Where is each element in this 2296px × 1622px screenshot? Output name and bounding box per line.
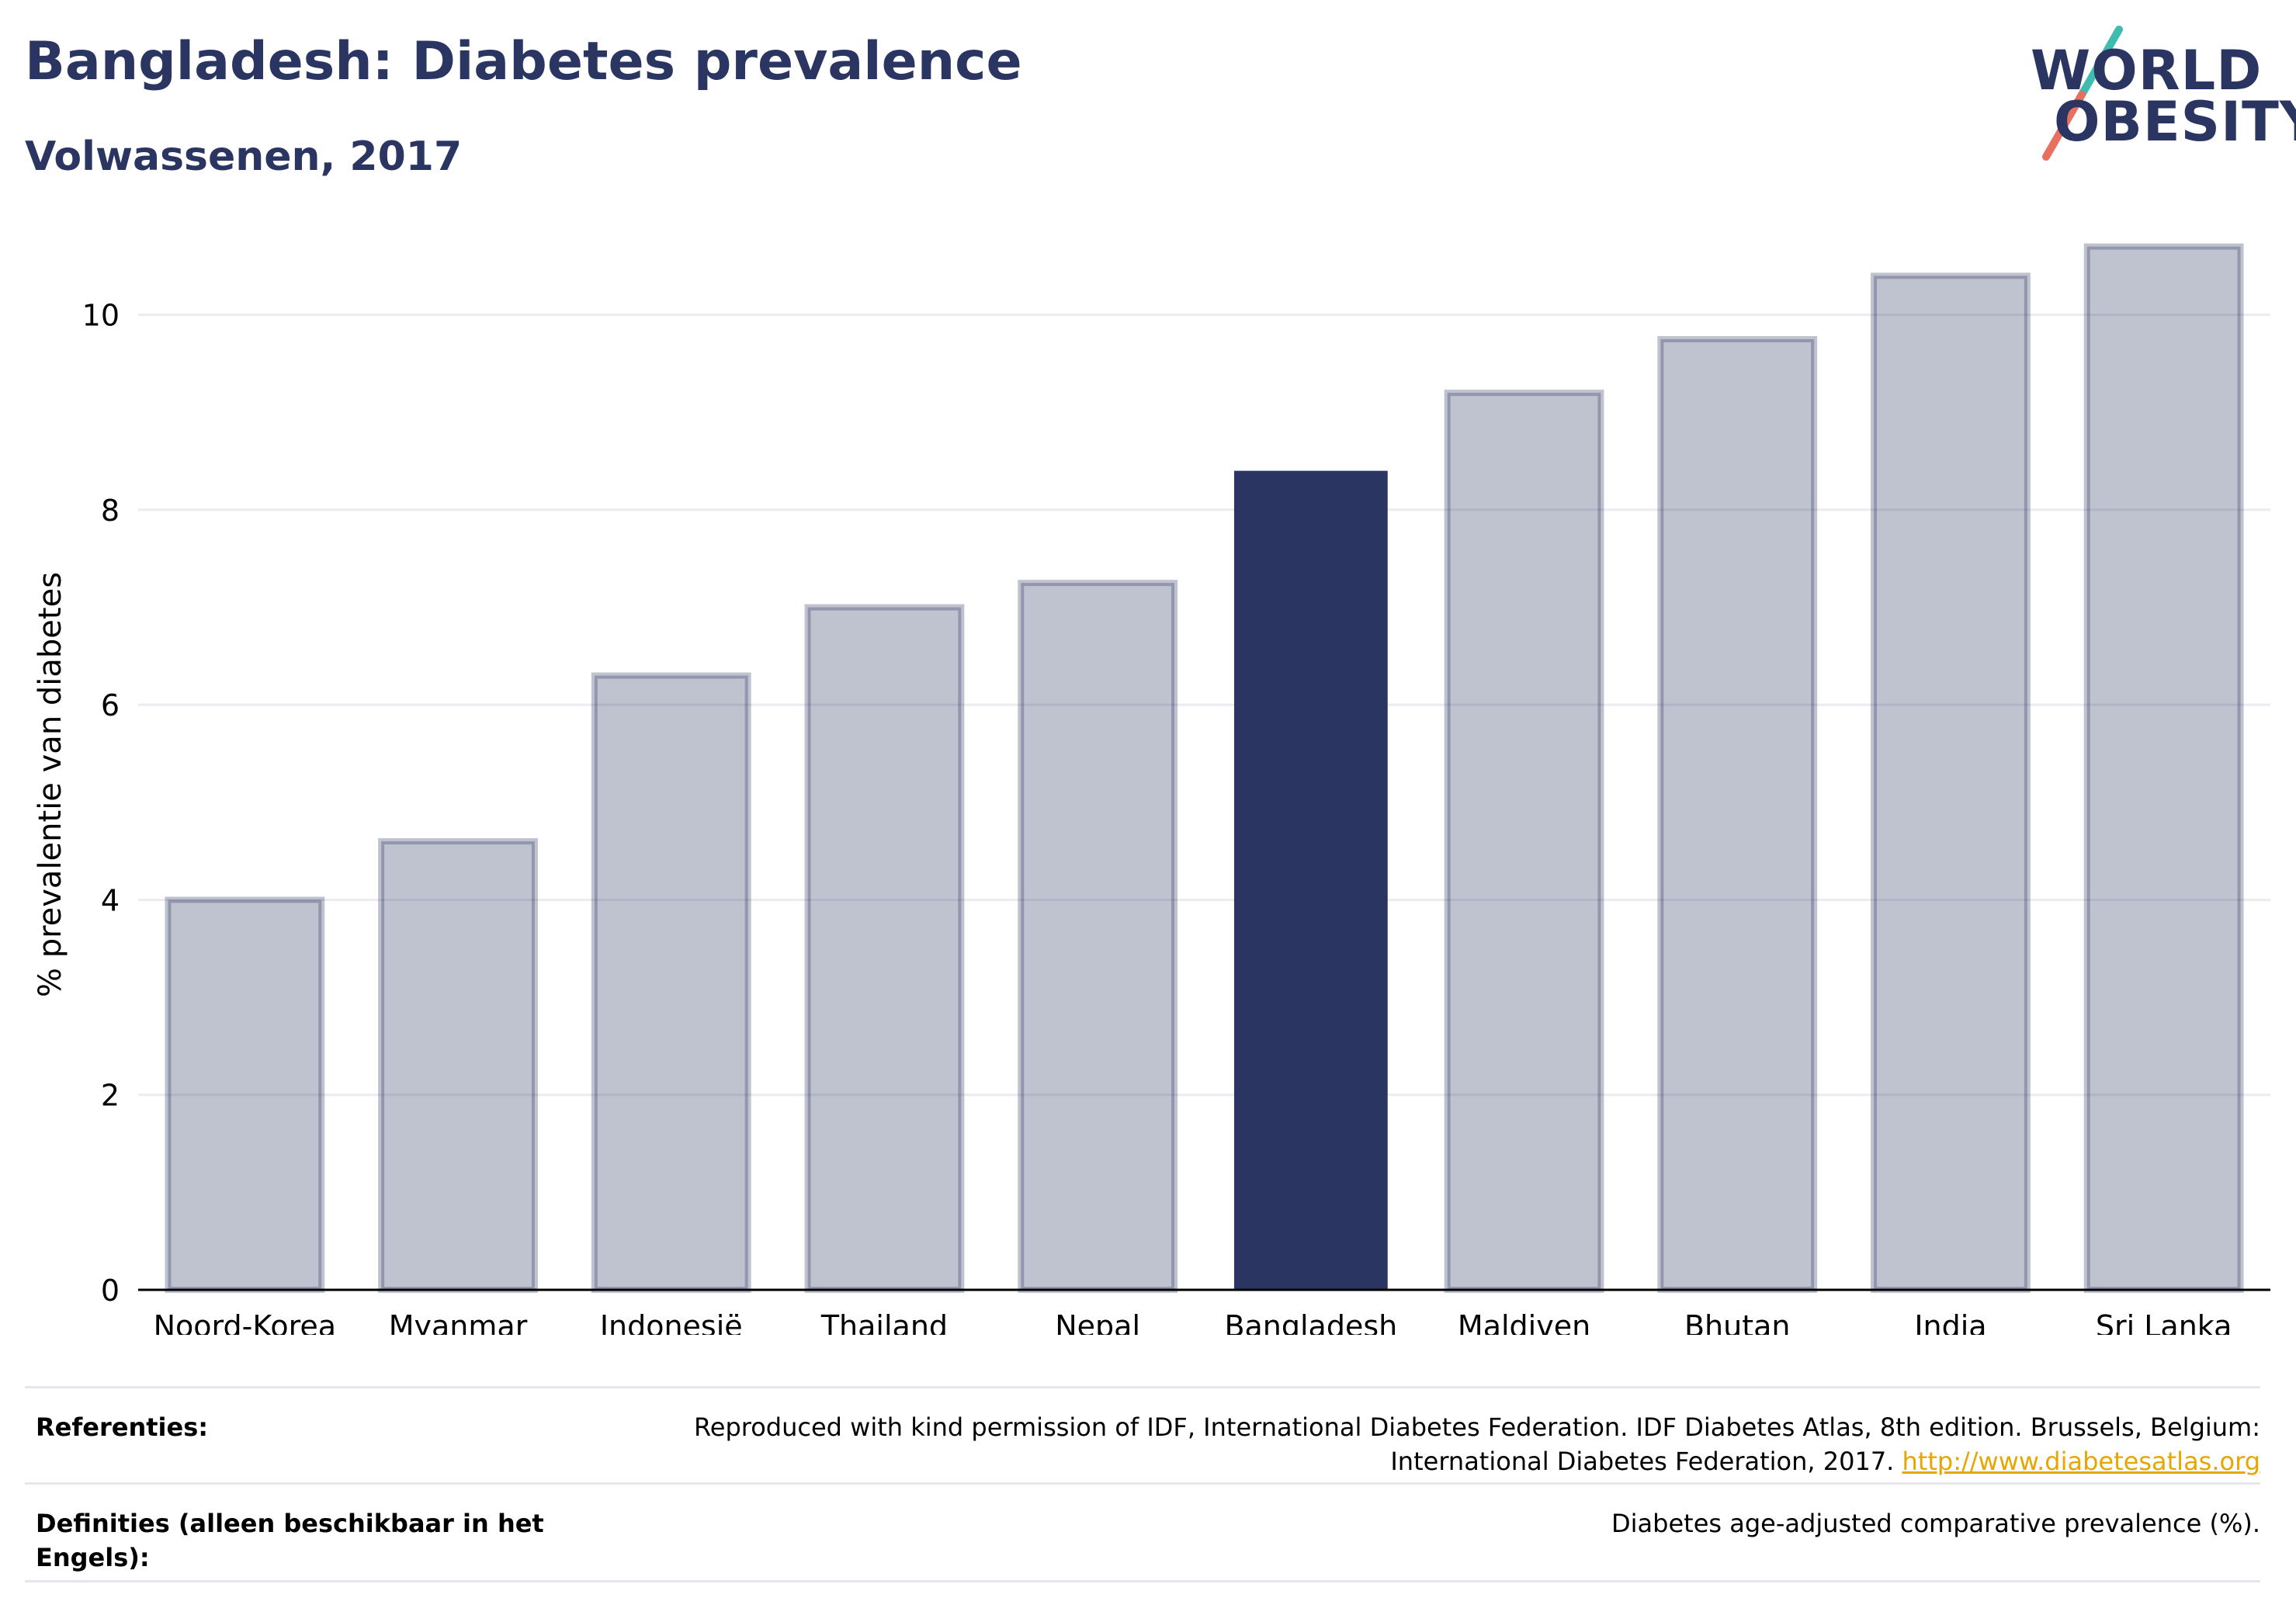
logo-line-2: OBESITY bbox=[2054, 90, 2296, 154]
definitions-label: Definities (alleen beschikbaar in het En… bbox=[36, 1509, 544, 1572]
y-tick-label: 10 bbox=[82, 299, 120, 333]
logo-line-1: WORLD bbox=[2031, 39, 2263, 102]
x-tick-label: Indonesië bbox=[600, 1309, 743, 1335]
y-tick-label: 0 bbox=[101, 1274, 120, 1308]
definitions-row: Definities (alleen beschikbaar in het En… bbox=[25, 1482, 2260, 1581]
bar-maldiven bbox=[1444, 390, 1604, 1293]
world-obesity-logo: WORLD OBESITY bbox=[2010, 23, 2296, 163]
bar-bhutan bbox=[1657, 336, 1818, 1294]
y-tick-label: 2 bbox=[101, 1079, 120, 1113]
bar-thailand bbox=[804, 604, 965, 1293]
x-tick-label: Myanmar bbox=[389, 1309, 528, 1335]
references-row: Referenties: Reproduced with kind permis… bbox=[25, 1386, 2260, 1485]
x-tick-label: Thailand bbox=[820, 1309, 948, 1335]
bar-noord-korea bbox=[165, 896, 325, 1293]
y-tick-label: 8 bbox=[101, 494, 120, 528]
y-tick-label: 4 bbox=[101, 883, 120, 917]
x-tick-label: Bhutan bbox=[1684, 1309, 1791, 1335]
bar-india bbox=[1871, 272, 2031, 1293]
references-label: Referenties: bbox=[36, 1412, 209, 1442]
bar-chart: 0 2 4 6 8 10 Noord-Korea Myanmar Indonesië Thail… bbox=[33, 243, 2270, 1335]
gridlines bbox=[138, 314, 2270, 1097]
x-tick-label: Noord-Korea bbox=[154, 1309, 336, 1335]
bars bbox=[165, 243, 2244, 1294]
bar-myanmar bbox=[378, 838, 538, 1293]
x-tick-label: Nepal bbox=[1055, 1309, 1140, 1335]
references-text: Reproduced with kind permission of IDF, … bbox=[693, 1412, 2260, 1476]
page-subtitle: Volwassenen, 2017 bbox=[25, 133, 463, 180]
footer-bottom-rule bbox=[25, 1580, 2260, 1582]
x-tick-label: India bbox=[1914, 1309, 1986, 1335]
x-tick-label: Maldiven bbox=[1458, 1309, 1590, 1335]
logo-slash-icon bbox=[2042, 26, 2123, 161]
y-axis-label: % prevalentie van diabetes bbox=[33, 572, 68, 997]
y-tick-label: 6 bbox=[101, 688, 120, 723]
x-tick-label: Bangladesh bbox=[1224, 1309, 1397, 1335]
definitions-value: Diabetes age-adjusted comparative preval… bbox=[1611, 1509, 2260, 1538]
references-link[interactable]: http://www.diabetesatlas.org bbox=[1902, 1447, 2260, 1476]
bar-sri-lanka bbox=[2083, 243, 2244, 1293]
page-title: Bangladesh: Diabetes prevalence bbox=[25, 31, 1022, 92]
x-tick-label: Sri Lanka bbox=[2096, 1309, 2232, 1335]
references-value: Reproduced with kind permission of IDF, … bbox=[630, 1410, 2260, 1478]
bar-indonesi- bbox=[591, 672, 751, 1293]
bar-nepal bbox=[1018, 580, 1178, 1293]
x-tick-labels: Noord-Korea Myanmar Indonesië Thailand Nepal… bbox=[154, 1309, 2232, 1335]
bar-bangladesh bbox=[1233, 470, 1388, 1290]
y-tick-labels: 0 2 4 6 8 10 bbox=[82, 299, 120, 1308]
